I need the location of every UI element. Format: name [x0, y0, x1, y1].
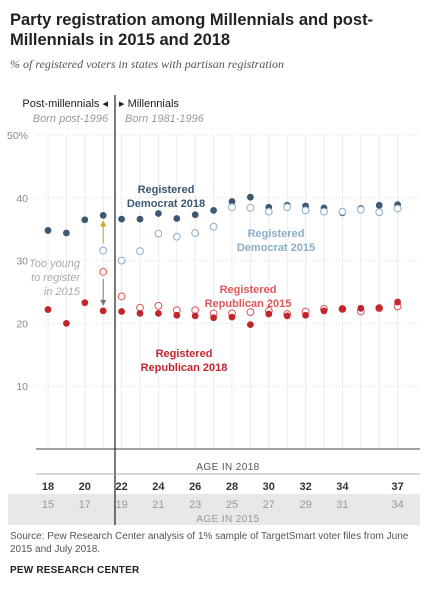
dem-2018-point: [247, 193, 254, 201]
rep-2018-point: [394, 298, 401, 306]
x-tick-label-2018: 20: [79, 481, 91, 493]
label-rep-2015: Registered Republican 2015: [205, 284, 292, 310]
millennials-sub: Born 1981-1996: [125, 113, 205, 125]
dem-2015-point: [356, 205, 365, 214]
x-tick-label-2018: 30: [263, 481, 275, 493]
dem-2018-point: [155, 210, 162, 217]
rep-2015-point: [154, 301, 163, 310]
down-arrow-head: [100, 299, 107, 306]
rep-2018-point: [191, 312, 199, 320]
dem-2015-point: [154, 229, 163, 238]
post-millennials-label: Post-millennials ◂: [22, 98, 108, 110]
dem-2015-point: [301, 206, 310, 215]
age-2015-band: [8, 494, 420, 525]
dem-2018-point: [44, 227, 52, 234]
x-tick-label-2018: 24: [152, 481, 165, 493]
dem-2015-point: [209, 222, 218, 231]
dem-2018-point: [136, 215, 144, 223]
dem-2015-point: [191, 229, 200, 237]
rep-2018-point: [247, 321, 254, 329]
post-millennials-sub: Born post-1996: [33, 113, 109, 125]
source-note: Source: Pew Research Center analysis of …: [10, 531, 409, 555]
dem-2018-point: [63, 229, 70, 237]
y-tick-label: 10: [16, 381, 28, 393]
dem-2018-point: [118, 215, 125, 223]
dem-2018-point: [210, 206, 218, 214]
rep-2018-point: [118, 308, 125, 315]
x-tick-label-2015: 25: [226, 499, 238, 511]
x-tick-label-2015: 29: [299, 499, 311, 511]
x-tick-label-2015: 31: [336, 499, 348, 511]
dem-2015-point: [136, 247, 144, 256]
chart-subtitle: % of registered voters in states with pa…: [10, 57, 284, 71]
millennials-label: ▸ Millennials: [119, 98, 179, 110]
x-tick-label-2018: 22: [115, 481, 127, 493]
x-tick-label-2015: 17: [79, 499, 91, 511]
x-tick-label-2018: 37: [391, 481, 403, 493]
x-tick-label-2015: 34: [391, 499, 403, 511]
label-dem-2015: Registered Democrat 2015: [237, 228, 315, 254]
rep-2018-point: [136, 309, 144, 317]
rep-2015-point: [99, 268, 108, 276]
rep-2018-point: [283, 312, 291, 320]
rep-2018-point: [339, 305, 346, 313]
dem-2018-point: [81, 216, 89, 224]
label-rep-2018: Registered Republican 2018: [141, 348, 228, 374]
rep-2018-point: [302, 311, 309, 319]
dem-2015-point: [228, 203, 236, 212]
rep-2018-point: [173, 311, 181, 319]
dem-2018-point: [228, 198, 236, 205]
x-tick-label-2018: 34: [336, 481, 349, 493]
x-axis-title-2015: AGE IN 2015: [196, 514, 259, 525]
dem-2015-point: [99, 246, 108, 255]
x-tick-label-2018: 32: [299, 481, 311, 493]
y-tick-label: 30: [16, 256, 28, 268]
dem-2015-point: [264, 207, 273, 216]
rep-2015-point: [117, 292, 126, 301]
rep-2018-point: [265, 310, 273, 318]
credit-line: PEW RESEARCH CENTER: [10, 565, 140, 576]
rep-2015-point: [246, 308, 255, 316]
rep-2018-point: [155, 309, 162, 317]
dem-2015-point: [375, 208, 384, 217]
rep-2018-point: [320, 307, 328, 315]
dem-2015-point: [246, 203, 255, 212]
x-tick-label-2018: 18: [42, 481, 54, 493]
dem-2018-point: [375, 201, 383, 209]
dem-2015-point: [393, 204, 402, 213]
rep-2018-point: [375, 304, 383, 312]
dem-2015-point: [283, 203, 292, 212]
x-tick-label-2018: 28: [226, 481, 238, 493]
x-tick-label-2015: 15: [42, 499, 54, 511]
rep-2018-point: [99, 307, 107, 315]
y-tick-label: 20: [16, 318, 28, 330]
x-axis-title-2018: AGE IN 2018: [196, 462, 259, 473]
x-tick-label-2015: 21: [152, 499, 164, 511]
x-tick-label-2018: 26: [189, 481, 201, 493]
rep-2018-point: [44, 306, 52, 313]
x-tick-label-2015: 27: [263, 499, 275, 511]
dem-2015-point: [172, 232, 181, 241]
dem-2018-point: [191, 211, 199, 219]
rep-2018-point: [63, 320, 70, 327]
rep-2018-point: [228, 313, 236, 321]
rep-2018-point: [357, 304, 365, 312]
too-young-note: Too young to register in 2015: [29, 258, 81, 298]
chart-title: Party registration among Millennials and…: [10, 11, 374, 49]
rep-2018-point: [81, 299, 89, 307]
y-tick-label: 40: [16, 193, 28, 205]
rep-2018-point: [210, 314, 218, 322]
scatter-chart: 10 20 30 40 50% 15 17 19 21 23 25 27 29 31 34 AGE IN 2…: [7, 95, 420, 525]
dem-2018-point: [173, 215, 181, 222]
dem-2015-point: [320, 207, 328, 216]
dem-2015-point: [338, 207, 347, 216]
dem-2018-point: [99, 211, 107, 219]
up-arrow-head: [100, 220, 107, 227]
y-tick-label: 50%: [7, 130, 28, 142]
dem-2015-point: [117, 256, 126, 265]
label-dem-2018: Registered Democrat 2018: [127, 184, 205, 210]
x-tick-label-2015: 23: [189, 499, 201, 511]
x-tick-label-2015: 19: [115, 499, 127, 511]
